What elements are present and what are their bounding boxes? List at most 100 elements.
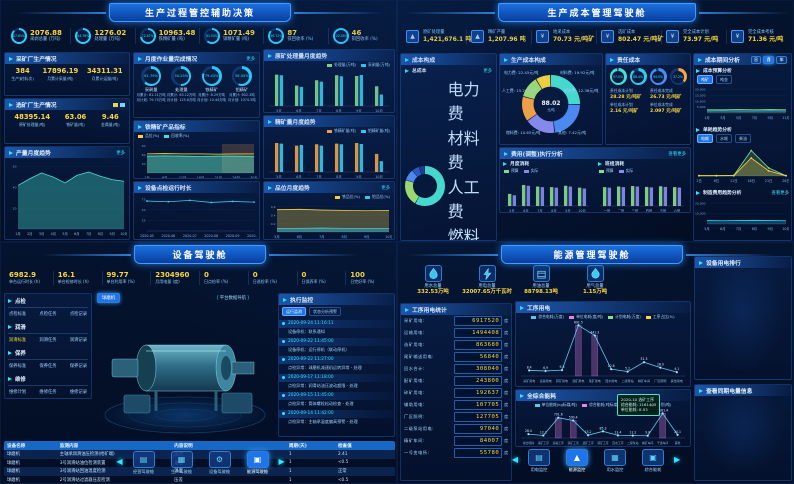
quadrant-title: 能源管理驾驶舱 bbox=[553, 251, 631, 261]
menu-item-维修任务[interactable]: 维修任务 bbox=[39, 390, 57, 395]
chart-legend: 综合电耗(万度) 单位电耗(度/吨) 计划电耗(万度) 工序占比(%) bbox=[516, 313, 690, 321]
table-row[interactable]: 球磨机 3号润滑站回油温度检测 温度 1 正常 bbox=[4, 467, 395, 476]
menu-item-润滑任务[interactable]: 润滑任务 bbox=[39, 338, 57, 343]
sub-title: 班组消耗 bbox=[605, 162, 625, 167]
led-value: 97040 bbox=[454, 424, 503, 434]
panel-arrow-icon bbox=[520, 305, 524, 310]
ball-mill-3d-view[interactable] bbox=[94, 307, 276, 439]
menu-section-维修: 维修维修计划 维修任务 维修记录 bbox=[5, 372, 91, 398]
panel-arrow-icon bbox=[138, 124, 142, 129]
led-value: 84007 bbox=[454, 436, 503, 446]
svg-text:15.2: 15.2 bbox=[585, 430, 592, 434]
gauge-percent: 61.50% bbox=[206, 34, 218, 38]
ring-plan: 月计划: 10.44万吨 bbox=[197, 97, 227, 102]
more-link[interactable]: 查看更多 bbox=[771, 190, 789, 196]
mail-icon[interactable] bbox=[113, 102, 118, 107]
menu-item-点检记录[interactable]: 点检记录 bbox=[69, 312, 87, 317]
svg-text:20: 20 bbox=[13, 206, 17, 210]
panel-arrow-icon bbox=[268, 185, 272, 190]
chart-legend: 预算 实际 bbox=[595, 167, 690, 175]
tab-0[interactable]: 吨矿 bbox=[697, 75, 713, 84]
more-link[interactable]: 更多 bbox=[483, 68, 492, 74]
svg-text:2020-10: 2020-10 bbox=[247, 234, 257, 238]
progress-ring: 97.0% bbox=[609, 68, 627, 85]
menu-item-点检任务[interactable]: 点检任务 bbox=[39, 312, 57, 317]
svg-text:7月: 7月 bbox=[319, 235, 324, 239]
svg-text:6月: 6月 bbox=[720, 227, 725, 231]
quadrant-energy: 能源管理驾驶舱 用水总量 332.53万吨 用电总量 32007.65万千瓦时 用油总量… bbox=[397, 242, 794, 484]
nav-button-设备驾驶舱[interactable]: ⚙ 设备驾驶舱 bbox=[203, 451, 237, 475]
panel-arrow-icon bbox=[520, 393, 524, 398]
table-row[interactable]: 球磨机 2号润滑站过滤器压差检测 压差 1 <0.5 bbox=[4, 476, 395, 484]
kpi-row: 用水总量 332.53万吨 用电总量 32007.65万千瓦时 用油总量 88798.13… bbox=[408, 265, 620, 296]
kpi-cell: 0 日保养率 (%) bbox=[298, 270, 347, 285]
panel-arrow-icon bbox=[138, 185, 142, 190]
menu-item-润滑标准[interactable]: 润滑标准 bbox=[9, 338, 27, 343]
gauge-percent: 120.38% bbox=[333, 34, 348, 38]
nav-prev-icon[interactable]: ◀ bbox=[511, 455, 518, 464]
svg-text:0.2: 0.2 bbox=[271, 222, 276, 226]
menu-item-保养标准[interactable]: 保养标准 bbox=[9, 364, 27, 369]
event-item: 2020-09-22 11:27:00 点检异常：球磨机减速机运转异常 - 处理 bbox=[279, 355, 394, 373]
svg-text:2月: 2月 bbox=[27, 232, 32, 236]
event-time: 2020-09-24 11:16:11 bbox=[279, 319, 394, 328]
tab-1[interactable]: 水耗 bbox=[716, 134, 732, 143]
nav-next-icon[interactable]: ▶ bbox=[278, 457, 285, 466]
period-toggle-月[interactable]: 月 bbox=[763, 55, 775, 64]
nav-button-用电监控[interactable]: ▤ 用电监控 bbox=[522, 449, 556, 473]
more-link[interactable]: 查看更多 bbox=[668, 151, 686, 157]
more-link[interactable]: 更多 bbox=[246, 56, 255, 62]
platform-nav-tag[interactable]: 平台数据导航 bbox=[217, 295, 249, 301]
nav-button-能源驾驶舱[interactable]: ▣ 能源驾驶舱 bbox=[241, 451, 275, 475]
menu-item-保养任务[interactable]: 保养任务 bbox=[39, 364, 57, 369]
legend-name: 回收率(%) bbox=[171, 133, 190, 138]
period-toggle-日[interactable]: 日 bbox=[750, 55, 762, 64]
event-message: 点检异常：筒体螺栓松动检查 - 处理 bbox=[288, 401, 354, 406]
event-time: 2020-09-22 11:45:00 bbox=[279, 337, 394, 346]
doc-icon[interactable] bbox=[120, 102, 125, 107]
legend-item: 铁精矿量(吨) bbox=[327, 128, 356, 134]
ring-plan: 月计划: 1074.5吨 bbox=[228, 97, 256, 102]
panel-title: 工序用电 bbox=[527, 306, 551, 312]
menu-item-维修计划[interactable]: 维修计划 bbox=[9, 390, 27, 395]
tab-0[interactable]: 电耗 bbox=[697, 134, 713, 143]
nav-button-综合能耗[interactable]: ▣ 综合能耗 bbox=[636, 449, 670, 473]
kpi-value: 0 bbox=[301, 270, 307, 279]
menu-item-点检标准[interactable]: 点检标准 bbox=[9, 312, 27, 317]
kpi-label: 钼精矿量 (吨) bbox=[222, 37, 250, 42]
nav-button-经营驾驶舱[interactable]: ▤ 经营驾驶舱 bbox=[127, 451, 161, 475]
svg-text:6月: 6月 bbox=[74, 232, 79, 236]
menu-item-润滑记录[interactable]: 润滑记录 bbox=[69, 338, 87, 343]
tab-1[interactable]: 状态分析预警 bbox=[309, 307, 341, 316]
legend-item: 钼品位(%) bbox=[365, 194, 390, 200]
tab-0[interactable]: 运行监测 bbox=[282, 307, 306, 316]
menu-item-保养记录[interactable]: 保养记录 bbox=[69, 364, 87, 369]
nav-next-icon[interactable]: ▶ bbox=[674, 455, 681, 464]
menu-section-title: 维修 bbox=[15, 377, 26, 383]
concentrate-monthly-trend-panel: 精矿量月度趋势 铁精矿量(吨) 钼精矿量(吨) 5月 6月 7月 8月 9月 10月 bbox=[263, 115, 395, 179]
menu-item-维修记录[interactable]: 维修记录 bbox=[69, 390, 87, 395]
led-label: 采矿用电: bbox=[404, 318, 425, 323]
panel-arrow-icon bbox=[503, 161, 507, 166]
tab-2[interactable]: 柴油 bbox=[735, 134, 751, 143]
more-link[interactable]: 更多 bbox=[116, 150, 125, 156]
led-label: 精矿车间: bbox=[404, 438, 425, 443]
nav-button-能源监控[interactable]: ▲ 能源监控 bbox=[560, 449, 594, 473]
device-tab-ball-mill[interactable]: 球磨机 bbox=[97, 293, 121, 303]
nav-icon: ▣ bbox=[246, 451, 269, 468]
kpi-label: 钼回收率 (%) bbox=[351, 37, 378, 42]
nav-button-用水监控[interactable]: ▦ 用水监控 bbox=[598, 449, 632, 473]
tab-1[interactable]: 吨金 bbox=[716, 75, 732, 84]
legend-item: 材料费 bbox=[448, 124, 494, 173]
progress-ring: 79.43% bbox=[201, 66, 222, 86]
svg-text:四班: 四班 bbox=[646, 208, 653, 213]
svg-text:其他: 其他 bbox=[675, 441, 681, 445]
period-toggle-年[interactable]: 年 bbox=[776, 55, 787, 64]
led-label: 尾矿输送用电: bbox=[404, 354, 435, 359]
kpi-label: 日保养率 (%) bbox=[301, 278, 326, 284]
nav-icon: ▣ bbox=[642, 449, 664, 466]
more-link[interactable]: 更多 bbox=[381, 185, 390, 191]
nav-prev-icon[interactable]: ◀ bbox=[116, 457, 123, 466]
nav-button-生产驾驶舱[interactable]: ▦ 生产驾驶舱 bbox=[165, 451, 199, 475]
responsibility-ring: 94.5% bbox=[649, 68, 667, 85]
